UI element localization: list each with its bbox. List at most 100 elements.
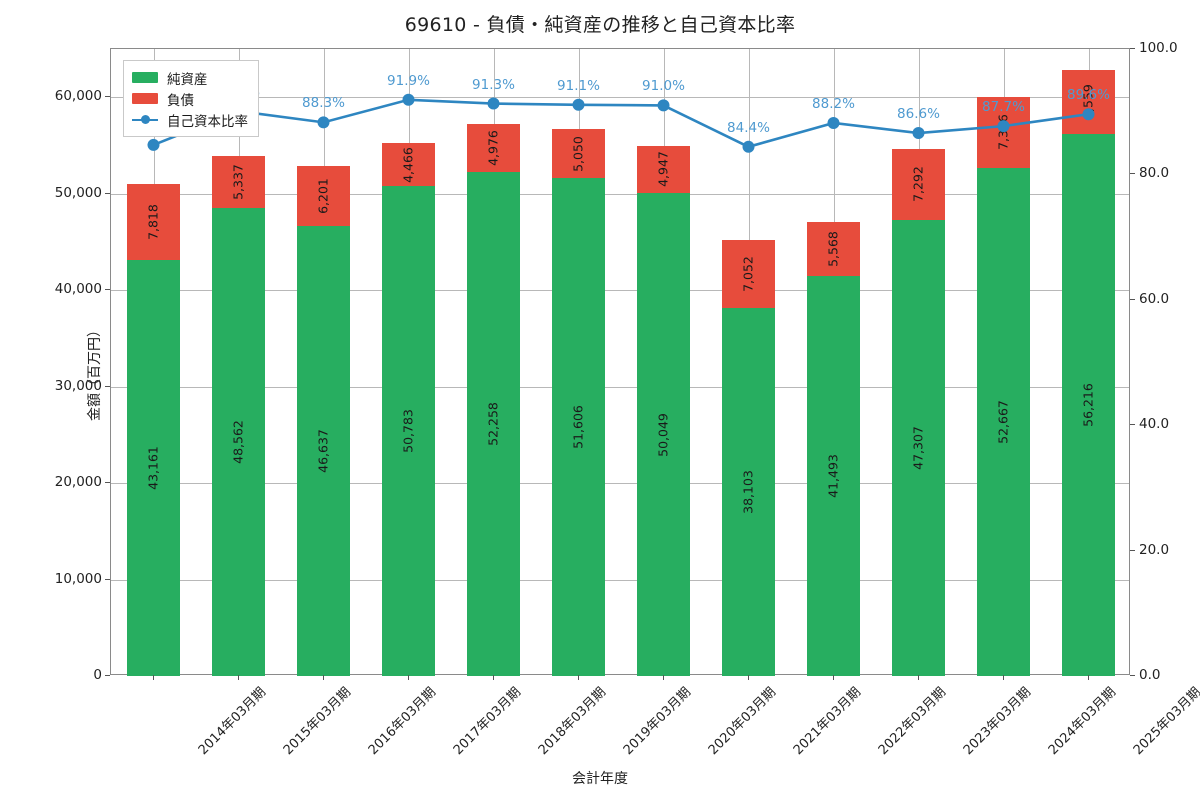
stacked-bar[interactable]: 4,947 50,049 xyxy=(637,145,690,676)
y-axis-tick-right: 20.0 xyxy=(1139,541,1170,558)
stacked-bar[interactable]: 6,201 46,637 xyxy=(297,166,350,676)
ratio-line-marker[interactable] xyxy=(657,99,670,112)
x-axis-tickmark xyxy=(1087,675,1089,680)
bar-segment-equity[interactable]: 50,049 xyxy=(637,193,690,676)
bar-segment-equity[interactable]: 52,258 xyxy=(467,171,520,676)
ratio-line-marker[interactable] xyxy=(317,116,330,129)
x-axis-tick-label: 2022年03月期 xyxy=(875,684,949,759)
ratio-value-label: 91.9% xyxy=(387,72,430,89)
y-axis-tick-right: 100.0 xyxy=(1139,40,1178,56)
x-axis-tick-label: 2015年03月期 xyxy=(280,684,354,759)
y-axis-tickmark-left xyxy=(105,578,110,580)
bar-segment-liabilities[interactable]: 4,466 xyxy=(382,143,435,187)
stacked-bar[interactable]: 5,568 41,493 xyxy=(807,222,860,676)
stacked-bar[interactable]: 7,292 47,307 xyxy=(892,149,945,676)
y-axis-tick-right: 0.0 xyxy=(1139,667,1161,683)
ratio-value-label: 88.2% xyxy=(812,95,855,112)
y-axis-tickmark-left xyxy=(105,482,110,484)
bar-segment-liabilities[interactable]: 5,050 xyxy=(552,129,605,179)
y-axis-tickmark-left xyxy=(105,289,110,291)
y-axis-tickmark-right xyxy=(1130,298,1135,300)
bar-segment-equity[interactable]: 46,637 xyxy=(297,226,350,676)
bar-segment-equity[interactable]: 41,493 xyxy=(807,275,860,676)
ratio-line-marker[interactable] xyxy=(402,93,415,106)
bar-segment-liabilities[interactable]: 6,201 xyxy=(297,166,350,227)
x-axis-tickmark xyxy=(662,675,664,680)
bar-segment-liabilities[interactable]: 5,568 xyxy=(807,222,860,276)
chart-title: 69610 - 負債・純資産の推移と自己資本比率 xyxy=(404,14,796,36)
x-axis-tick-label: 2025年03月期 xyxy=(1130,684,1200,759)
bar-segment-equity[interactable]: 38,103 xyxy=(722,308,775,676)
ratio-line-chart xyxy=(147,93,1095,153)
legend-item[interactable]: 自己資本比率 xyxy=(132,109,248,130)
stacked-bar[interactable]: 7,052 38,103 xyxy=(722,240,775,676)
y-axis-tick-left: 30,000 xyxy=(54,377,102,394)
bar-segment-equity[interactable]: 43,161 xyxy=(127,259,180,676)
gridline-horizontal xyxy=(111,483,1129,485)
bar-segment-equity[interactable]: 51,606 xyxy=(552,178,605,676)
gridline-horizontal xyxy=(111,290,1129,292)
stacked-bar[interactable]: 4,976 52,258 xyxy=(467,123,520,676)
bar-segment-liabilities[interactable]: 7,052 xyxy=(722,240,775,309)
stacked-bar[interactable]: 5,337 48,562 xyxy=(212,156,265,676)
ratio-line-marker[interactable] xyxy=(742,140,755,153)
bar-segment-liabilities[interactable]: 7,386 xyxy=(977,96,1030,168)
ratio-value-label: 91.1% xyxy=(557,77,600,94)
x-axis-tickmark xyxy=(407,675,409,680)
x-axis-tickmark xyxy=(577,675,579,680)
ratio-value-label: 89.6% xyxy=(1067,87,1110,104)
bar-segment-liabilities[interactable]: 5,337 xyxy=(212,156,265,208)
x-axis-tickmark xyxy=(1002,675,1004,680)
bar-segment-equity[interactable]: 56,216 xyxy=(1062,133,1115,676)
plot-inner: 7,818 43,161 5,337 48,562 6,201 46,637 4,466 50… xyxy=(111,49,1129,676)
y-axis-tick-right: 80.0 xyxy=(1139,165,1170,182)
ratio-line-marker[interactable] xyxy=(912,127,925,140)
x-axis-tickmark xyxy=(322,675,324,680)
legend-item-label: 純資産 xyxy=(167,71,208,88)
x-axis-tickmark xyxy=(237,675,239,680)
ratio-line-marker[interactable] xyxy=(147,138,160,151)
legend-item[interactable]: 純資産 xyxy=(132,67,248,88)
gridline-horizontal xyxy=(111,579,1129,581)
ratio-line-marker[interactable] xyxy=(997,120,1010,133)
ratio-value-label: 86.6% xyxy=(897,106,940,123)
bar-segment-liabilities[interactable]: 7,818 xyxy=(127,184,180,260)
gridline-horizontal xyxy=(111,386,1129,388)
stacked-bar[interactable]: 4,466 50,783 xyxy=(382,143,435,676)
stacked-bar[interactable]: 7,818 43,161 xyxy=(127,184,180,676)
bar-segment-equity[interactable]: 50,783 xyxy=(382,186,435,676)
bar-segment-liabilities[interactable]: 4,947 xyxy=(637,145,690,194)
x-axis-tick-label: 2016年03月期 xyxy=(365,684,439,759)
ratio-line-marker[interactable] xyxy=(572,98,585,111)
bar-segment-equity[interactable]: 48,562 xyxy=(212,207,265,676)
y-axis-tick-right: 40.0 xyxy=(1139,416,1170,433)
legend-item[interactable]: 負債 xyxy=(132,88,248,109)
legend-swatch-liabilities xyxy=(132,93,158,104)
bar-segment-liabilities[interactable]: 7,292 xyxy=(892,149,945,220)
legend-swatch-equity xyxy=(132,72,158,83)
ratio-line-marker[interactable] xyxy=(487,97,500,110)
y-axis-tickmark-right xyxy=(1130,675,1135,676)
bar-segment-liabilities[interactable]: 6,559 xyxy=(1062,70,1115,134)
y-axis-tick-left: 40,000 xyxy=(54,281,102,298)
bar-segment-equity[interactable]: 52,667 xyxy=(977,167,1030,676)
bar-segment-liabilities[interactable]: 4,976 xyxy=(467,123,520,172)
y-axis-tick-right: 60.0 xyxy=(1139,290,1170,307)
ratio-line-marker[interactable] xyxy=(1082,108,1095,121)
legend-item-label: 負債 xyxy=(167,92,194,109)
stacked-bar[interactable]: 6,559 56,216 xyxy=(1062,70,1115,676)
x-axis-tickmark xyxy=(492,675,494,680)
y-axis-tickmark-left xyxy=(105,385,110,387)
x-axis-tickmark xyxy=(917,675,919,680)
legend-line-marker-icon xyxy=(132,114,158,125)
plot-area: 7,818 43,161 5,337 48,562 6,201 46,637 4,466 50… xyxy=(110,48,1130,676)
ratio-line-path xyxy=(153,98,1089,149)
y-axis-tick-left: 50,000 xyxy=(54,184,102,201)
bar-segment-equity[interactable]: 47,307 xyxy=(892,219,945,676)
stacked-bar[interactable]: 5,050 51,606 xyxy=(552,129,605,676)
stacked-bar[interactable]: 7,386 52,667 xyxy=(977,96,1030,676)
x-axis-tick-label: 2024年03月期 xyxy=(1045,684,1119,759)
y-axis-tick-left: 20,000 xyxy=(54,474,102,491)
y-axis-tickmark-left xyxy=(105,675,110,676)
ratio-line-marker[interactable] xyxy=(827,116,840,129)
